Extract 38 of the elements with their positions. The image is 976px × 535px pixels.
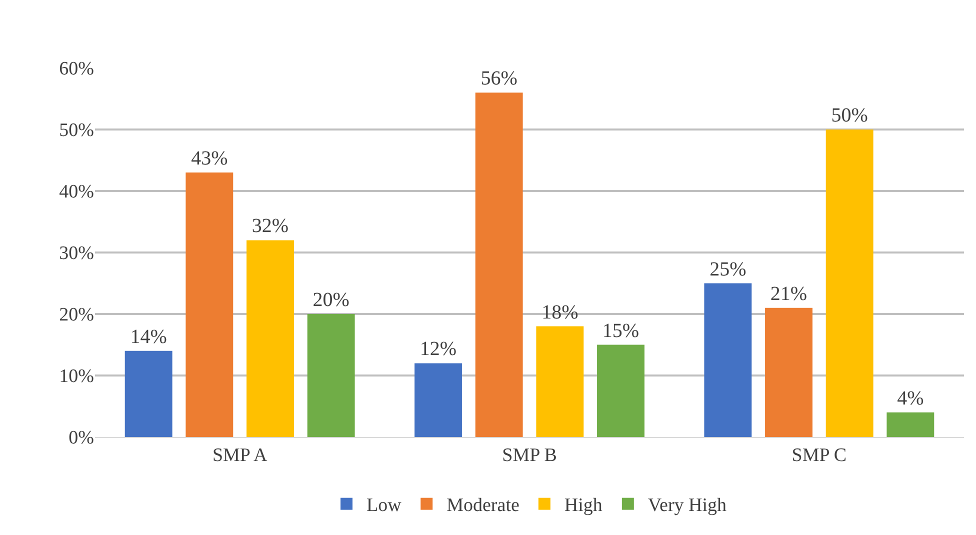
bar <box>307 314 355 437</box>
data-label: 56% <box>480 68 518 90</box>
x-tick-label: SMP C <box>792 444 847 466</box>
y-tick-label: 50% <box>59 120 94 142</box>
bar <box>765 308 812 437</box>
y-tick-label: 0% <box>68 428 94 449</box>
data-label: 43% <box>191 148 228 170</box>
data-label: 25% <box>710 258 746 280</box>
legend-label: High <box>564 495 603 516</box>
bar <box>597 344 644 437</box>
x-tick-label: SMP B <box>502 444 557 466</box>
legend-label: Moderate <box>446 495 520 516</box>
legend-label: Very High <box>648 495 728 516</box>
bar <box>704 283 752 437</box>
data-label: 15% <box>602 320 640 342</box>
bar <box>186 172 234 437</box>
data-label: 18% <box>542 301 578 324</box>
y-tick-label: 30% <box>59 243 94 264</box>
bar <box>124 350 172 437</box>
data-label: 32% <box>252 215 289 238</box>
bar <box>475 92 523 437</box>
data-label: 12% <box>420 338 457 360</box>
data-label: 20% <box>312 289 350 311</box>
y-tick-label: 60% <box>59 58 94 80</box>
bar <box>414 363 462 437</box>
x-tick-label: SMP A <box>212 444 268 466</box>
data-label: 4% <box>897 387 924 410</box>
bar <box>886 412 934 437</box>
legend-label: Low <box>366 495 402 516</box>
data-label: 21% <box>770 282 808 305</box>
bar <box>246 240 294 437</box>
data-label: 50% <box>831 104 868 126</box>
data-label: 14% <box>130 326 167 348</box>
y-tick-label: 20% <box>59 304 94 326</box>
bar <box>536 326 584 437</box>
bar <box>826 130 874 437</box>
y-tick-label: 40% <box>59 182 94 203</box>
y-tick-label: 10% <box>59 366 94 388</box>
